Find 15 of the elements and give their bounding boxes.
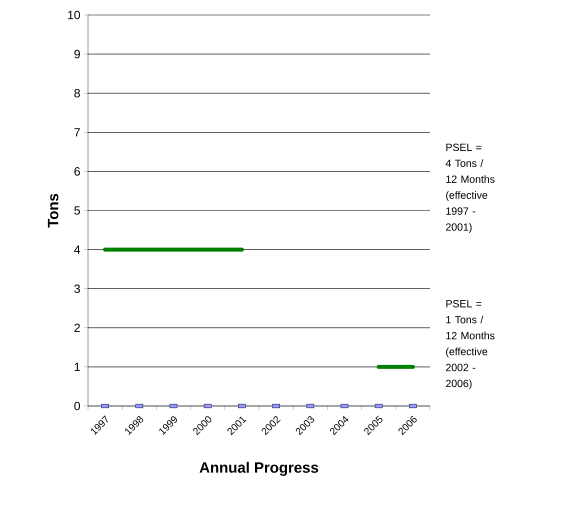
y-tick-label: 10 xyxy=(68,10,80,20)
y-tick-label: 8 xyxy=(74,88,80,98)
y-tick-label: 9 xyxy=(74,50,80,58)
y-tick-label: 1 xyxy=(74,362,80,372)
y-tick-label: 3 xyxy=(74,284,80,293)
y-tick-label: 7 xyxy=(74,128,80,136)
y-tick-label: 0 xyxy=(74,402,80,410)
x-axis-title: Annual Progress xyxy=(200,462,318,476)
y-tick-label: 6 xyxy=(74,167,80,176)
y-axis-title: Tons xyxy=(48,194,58,228)
text: PSEL = 1 Tons / 12 Months (effective 2002 - 2006) xyxy=(446,300,495,390)
text: PSEL = 4 Tons / 12 Months (effective 1997 - 2001) xyxy=(446,144,495,233)
y-tick-label: 5 xyxy=(74,206,80,215)
y-tick-label: 2 xyxy=(74,324,80,332)
y-tick-label: 4 xyxy=(74,245,80,254)
